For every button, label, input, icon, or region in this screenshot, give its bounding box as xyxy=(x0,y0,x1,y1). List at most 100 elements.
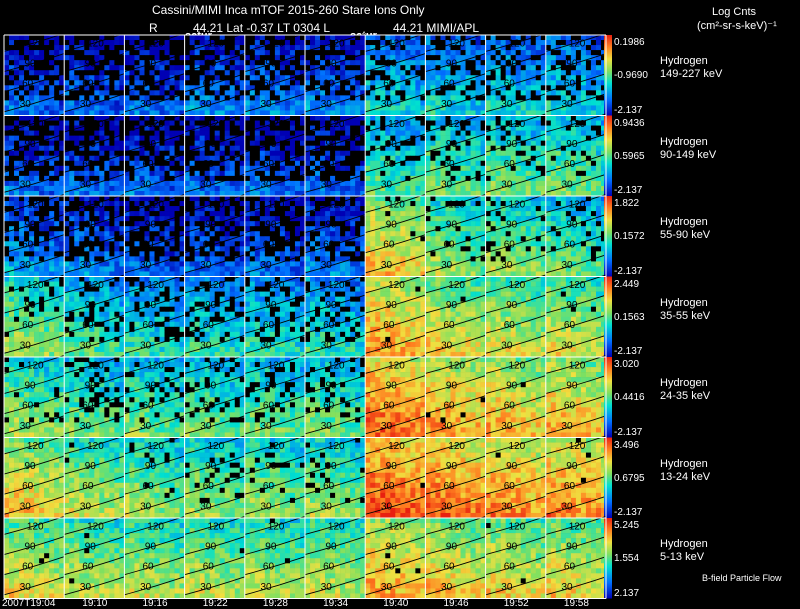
contour-label: 90 xyxy=(25,59,37,70)
panel-r3-c2: 120 90 60 30 xyxy=(124,274,185,358)
contour-label: 60 xyxy=(564,401,576,412)
contour-label: 120 xyxy=(268,441,285,452)
contour-label: 60 xyxy=(383,159,395,170)
panel-r0-c2: 120 90 60 30 xyxy=(124,33,185,116)
panel-r6-c0: 120 90 60 30 xyxy=(3,516,65,599)
contour-label: 90 xyxy=(326,542,338,553)
panel-r5-c3: 120 90 60 30 xyxy=(184,435,246,519)
contour-label: 30 xyxy=(261,99,273,110)
panel-r4-c5: 120 90 60 30 xyxy=(304,355,366,438)
contour-label: 120 xyxy=(569,521,586,532)
panel-r3-c5: 120 90 60 30 xyxy=(304,274,366,358)
contour-label: 120 xyxy=(569,280,586,291)
contour-label: 120 xyxy=(509,280,526,291)
contour-label: 120 xyxy=(448,280,465,291)
contour-label: 120 xyxy=(147,119,164,130)
contour-label: 90 xyxy=(85,139,97,150)
row-species: Hydrogen xyxy=(660,377,708,390)
time-tick-label: 2007T19:04 xyxy=(2,598,56,609)
contour-label: 120 xyxy=(448,521,465,532)
contour-label: 120 xyxy=(87,199,104,210)
panel-r1-c2: 120 90 60 30 xyxy=(124,113,185,197)
contour-label: 30 xyxy=(80,99,92,110)
contour-label: 60 xyxy=(504,401,516,412)
contour-label: 90 xyxy=(446,461,458,472)
contour-label: 90 xyxy=(446,542,458,553)
colorbar-max: 1.822 xyxy=(614,198,640,209)
row-species: Hydrogen xyxy=(660,538,708,551)
contour-label: 60 xyxy=(82,320,94,331)
contour-label: 60 xyxy=(323,401,335,412)
contour-label: 30 xyxy=(381,421,393,432)
contour-label: 120 xyxy=(87,38,104,49)
colorbar-r2 xyxy=(604,196,612,277)
time-tick-label: 19:10 xyxy=(82,598,108,609)
contour-label: 30 xyxy=(20,501,32,512)
contour-label: 30 xyxy=(501,99,513,110)
contour-label: 90 xyxy=(326,461,338,472)
contour-label: 120 xyxy=(268,360,285,371)
contour-label: 120 xyxy=(208,119,225,130)
flow-legend: B-field Particle Flow xyxy=(702,573,782,583)
contour-label: 120 xyxy=(509,119,526,130)
colorbar-r4 xyxy=(604,357,612,438)
panel-r2-c5: 120 90 60 30 xyxy=(304,194,366,277)
contour-label: 30 xyxy=(261,260,273,271)
contour-label: 90 xyxy=(25,461,37,472)
contour-label: 90 xyxy=(145,542,157,553)
row-energy: 24-35 keV xyxy=(660,390,711,403)
contour-label: 90 xyxy=(446,300,458,311)
contour-label: 60 xyxy=(143,240,155,251)
contour-label: 30 xyxy=(200,260,212,271)
panel-r1-c5: 120 90 60 30 xyxy=(304,113,366,197)
contour-label: 30 xyxy=(501,501,513,512)
contour-label: 60 xyxy=(143,320,155,331)
panel-r5-c4: 120 90 60 30 xyxy=(244,435,306,519)
colorbar-max: 3.496 xyxy=(614,439,640,451)
contour-label: 120 xyxy=(569,199,586,210)
contour-label: 60 xyxy=(263,481,275,492)
subtitle-right: 44.21 MIMI/APL xyxy=(393,21,480,35)
panel-r3-c4: 120 90 60 30 xyxy=(244,274,306,358)
panel-r0-c6: 120 90 60 30 xyxy=(365,33,426,116)
panel-r3-c6: 120 90 60 30 xyxy=(365,274,426,358)
colorbar-units: (cm²-sr-s-keV)⁻¹ xyxy=(697,20,777,32)
row-energy: 13-24 keV xyxy=(660,470,711,483)
contour-label: 120 xyxy=(388,521,405,532)
contour-label: 60 xyxy=(323,481,335,492)
contour-label: 120 xyxy=(388,360,405,371)
colorbar-min: -2.137 xyxy=(614,426,643,438)
panel-r3-c9: 120 90 60 30 xyxy=(545,274,607,358)
contour-label: 120 xyxy=(509,360,526,371)
panel-r5-c9: 120 90 60 30 xyxy=(545,435,607,519)
contour-label: 60 xyxy=(263,240,275,251)
contour-label: 30 xyxy=(501,340,513,351)
colorbar-mid: 1.554 xyxy=(614,553,640,565)
contour-label: 90 xyxy=(205,300,217,311)
contour-label: 120 xyxy=(569,441,586,452)
panel-r6-c7: 120 90 60 30 xyxy=(425,516,486,599)
contour-label: 30 xyxy=(261,582,273,593)
contour-label: 60 xyxy=(564,320,576,331)
contour-label: 30 xyxy=(381,501,393,512)
colorbar-r6 xyxy=(604,518,612,599)
contour-label: 90 xyxy=(506,542,518,553)
panel-r3-c3: 120 90 60 30 xyxy=(184,274,246,358)
contour-label: 30 xyxy=(381,340,393,351)
contour-label: 90 xyxy=(506,461,518,472)
contour-label: 30 xyxy=(80,582,92,593)
contour-label: 120 xyxy=(448,360,465,371)
contour-label: 30 xyxy=(80,340,92,351)
contour-label: 120 xyxy=(208,280,225,291)
contour-label: 120 xyxy=(147,38,164,49)
contour-label: 60 xyxy=(22,240,34,251)
contour-label: 30 xyxy=(441,421,453,432)
contour-label: 30 xyxy=(441,582,453,593)
colorbar-r3 xyxy=(604,276,612,357)
contour-label: 90 xyxy=(386,59,398,70)
contour-label: 120 xyxy=(328,521,345,532)
contour-label: 30 xyxy=(200,179,212,190)
colorbar-mid: 0.5965 xyxy=(614,150,645,162)
contour-label: 120 xyxy=(147,360,164,371)
colorbar-min: 2.137 xyxy=(614,587,640,599)
